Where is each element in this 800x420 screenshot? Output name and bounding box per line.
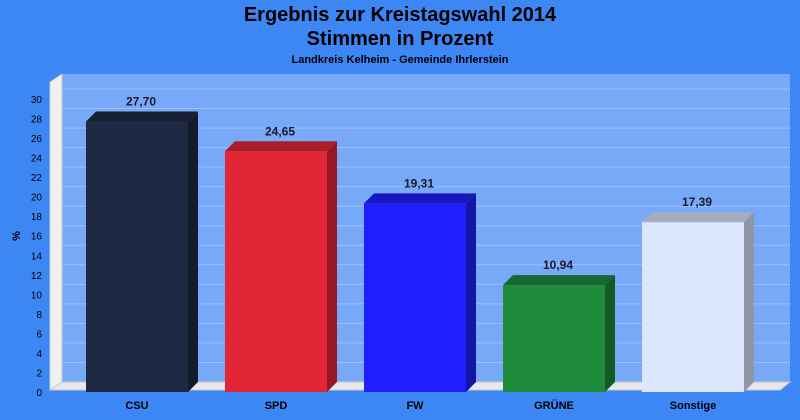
- data-label: 27,70: [126, 94, 156, 108]
- y-tick-label: 22: [31, 173, 43, 184]
- plot-left-wall: [49, 73, 63, 391]
- y-tick-label: 30: [31, 95, 43, 106]
- y-tick-label: 12: [31, 271, 43, 282]
- y-tick-label: 6: [36, 329, 42, 340]
- y-tick-label: 18: [31, 212, 43, 223]
- x-tick-label: Sonstige: [670, 400, 716, 412]
- y-tick-label: 20: [31, 193, 43, 204]
- bar-side-sonstige: [744, 212, 754, 392]
- y-tick-label: 16: [31, 232, 43, 243]
- bar-fw: [364, 203, 466, 392]
- y-tick-label: 24: [31, 154, 43, 165]
- bar-grüne: [503, 285, 605, 392]
- bar-spd: [225, 151, 327, 392]
- y-tick-label: 0: [36, 388, 42, 399]
- x-tick-label: SPD: [265, 400, 288, 412]
- bar-side-csu: [188, 111, 198, 393]
- x-tick-label: GRÜNE: [534, 399, 574, 412]
- bar-top-fw: [364, 193, 476, 204]
- y-tick-label: 2: [36, 368, 42, 379]
- data-label: 10,94: [543, 258, 573, 272]
- bar-side-grüne: [605, 275, 615, 392]
- bar-top-spd: [225, 141, 337, 152]
- data-label: 19,31: [404, 176, 434, 190]
- bar-top-grüne: [503, 275, 615, 286]
- x-tick-label: FW: [406, 400, 424, 412]
- y-tick-label: 8: [36, 310, 42, 321]
- x-axis: CSU SPD FW GRÜNE Sonstige: [125, 399, 716, 412]
- y-axis-label: %: [11, 231, 23, 241]
- data-label: 17,39: [682, 195, 712, 209]
- bar-side-spd: [327, 141, 337, 392]
- chart-subtitle: Landkreis Kelheim - Gemeinde Ihrlerstein: [291, 54, 509, 66]
- y-tick-label: 4: [36, 349, 42, 360]
- bar-sonstige: [642, 222, 744, 392]
- y-tick-label: 26: [31, 134, 43, 145]
- x-tick-label: CSU: [125, 400, 148, 412]
- chart-title-line-2: Stimmen in Prozent: [306, 28, 494, 50]
- y-tick-label: 14: [31, 251, 43, 262]
- bar-side-fw: [466, 193, 476, 392]
- bar-csu: [86, 121, 188, 393]
- bars: 27,70 24,65 19,31 10,94 17,39: [86, 94, 754, 393]
- y-tick-label: 28: [31, 115, 43, 126]
- data-label: 24,65: [265, 124, 295, 138]
- bar-top-sonstige: [642, 212, 754, 223]
- y-tick-label: 10: [31, 290, 43, 301]
- bar-top-csu: [86, 111, 198, 122]
- chart-title: Ergebnis zur Kreistagswahl 2014: [243, 4, 557, 26]
